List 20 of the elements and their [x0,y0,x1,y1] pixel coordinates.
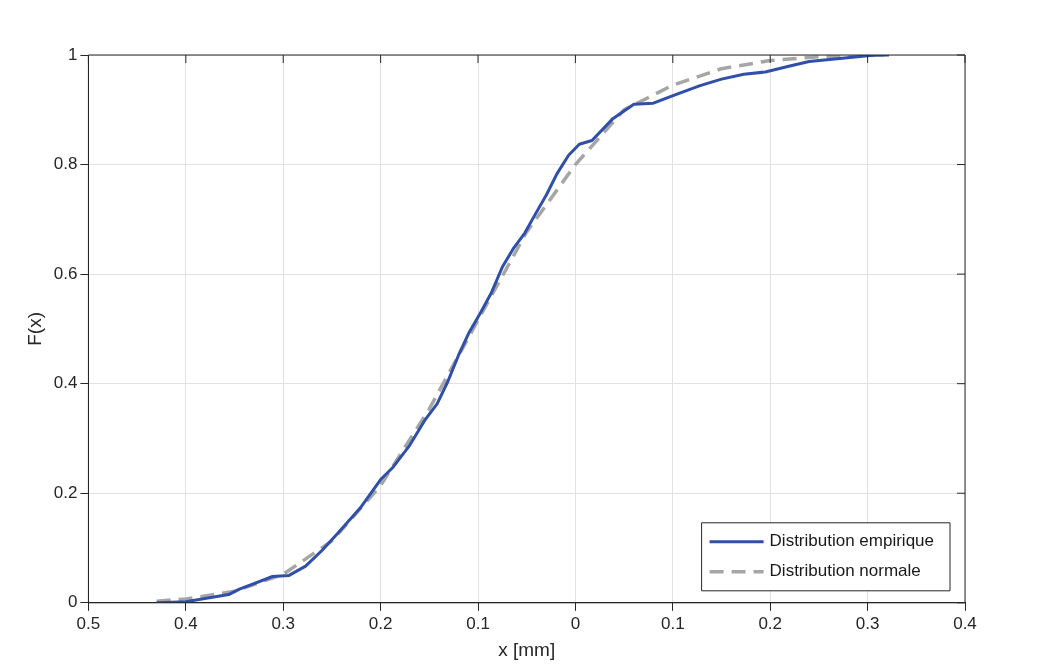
y-tick-label: 0.8 [53,154,78,174]
x-tick-label: 0.4 [174,613,198,633]
legend-label: Distribution empirique [769,531,934,551]
x-tick-label: 0.2 [368,613,393,633]
y-axis-title: F(x) [23,312,45,346]
y-tick-label: 1 [67,44,78,64]
x-tick-label: 0.4 [953,613,977,633]
x-tick-label: 0.3 [271,613,296,633]
x-tick-label: 0.3 [855,613,880,633]
x-tick-label: 0.1 [660,613,685,633]
x-tick-label: 0.2 [758,613,783,633]
y-tick-label: 0 [67,592,78,612]
x-tick-label: 0.1 [466,613,490,633]
y-tick-label: 0.2 [53,482,78,502]
x-tick-label: 0 [570,613,581,633]
y-tick-label: 0.6 [53,263,78,283]
x-axis-title: x [mm] [498,638,556,660]
x-tick-label: 0.5 [76,613,101,633]
y-tick-label: 0.4 [53,373,78,393]
legend-label: Distribution normale [769,561,921,581]
